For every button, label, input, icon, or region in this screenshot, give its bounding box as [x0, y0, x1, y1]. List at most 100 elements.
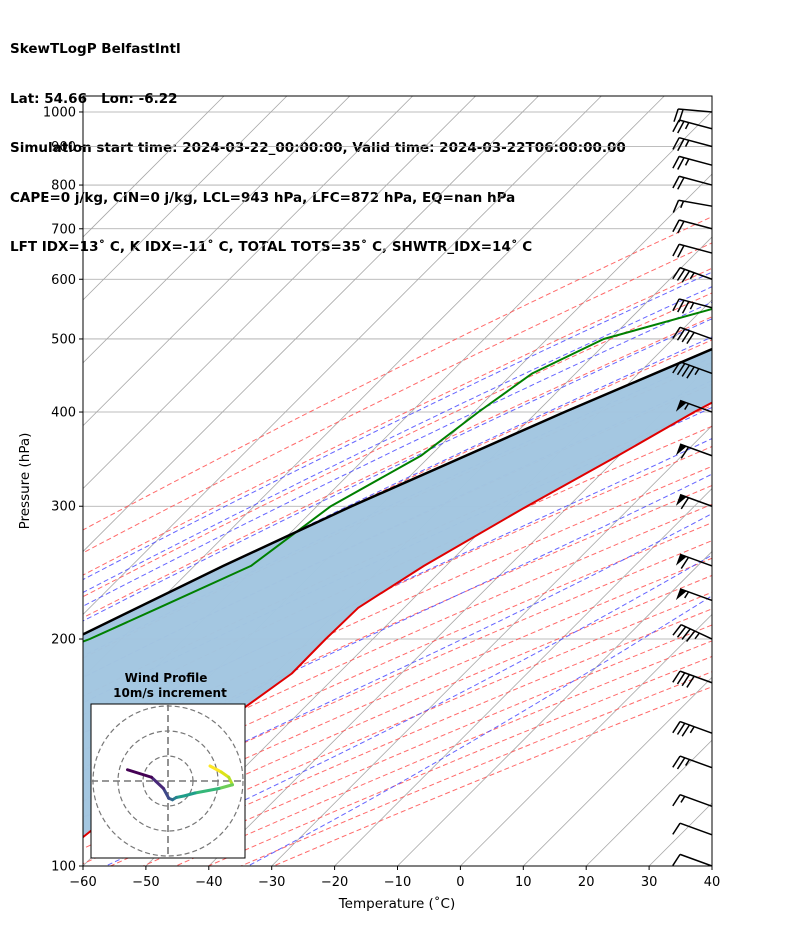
wind-barb [672, 199, 713, 213]
y-tick-label: 200 [51, 633, 76, 648]
barb-full [672, 755, 681, 768]
x-axis: −60 −50 −40 −30 −20 −10 0 10 20 30 40 [69, 866, 720, 890]
x-tick-label: −10 [384, 875, 411, 890]
wind-barb [672, 755, 713, 770]
barb-full [680, 446, 690, 459]
barb-full [672, 298, 680, 312]
isotherm-line [711, 865, 712, 866]
dry-adiabat [83, 445, 712, 734]
barb-full [677, 120, 685, 134]
barb-staff [679, 266, 713, 280]
y-tick-label: 800 [51, 179, 76, 194]
barb-full [677, 299, 685, 313]
wind-barb [672, 219, 713, 234]
hodograph-segment [150, 775, 165, 790]
barb-full [672, 137, 680, 150]
isotherm-line [83, 96, 413, 427]
header-times: Simulation start time: 2024-03-22_00:00:… [10, 140, 626, 156]
barb-full [672, 670, 681, 683]
dry-adiabat [83, 267, 712, 576]
barb-staff [678, 119, 713, 130]
isotherm-line [397, 550, 712, 866]
y-tick-label: 900 [51, 140, 76, 155]
barb-full [672, 119, 680, 133]
barb-full [672, 199, 680, 213]
isotherm-line [83, 96, 225, 238]
isotherm-line [460, 613, 712, 866]
hodograph-segment [126, 768, 153, 779]
barb-full [686, 366, 695, 379]
wind-barb [672, 175, 713, 190]
barb-flag [675, 400, 687, 412]
barb-full [677, 220, 685, 234]
y-tick-label: 100 [51, 860, 76, 875]
barb-full [681, 270, 691, 283]
wind-barb [672, 155, 713, 170]
isotherm-line [83, 96, 351, 364]
hodograph-subtitle: 10m/s increment [113, 686, 227, 700]
shaded-area [83, 349, 712, 838]
barb-full [676, 268, 686, 281]
x-tick-label: −60 [69, 875, 96, 890]
wind-barb [672, 853, 713, 867]
barb-full [686, 675, 695, 688]
barb-staff [679, 399, 713, 413]
isotherm-line [585, 739, 712, 866]
isotherm-line [648, 802, 712, 866]
x-tick-label: 40 [704, 875, 721, 890]
barb-full [676, 363, 686, 376]
barb-full [681, 364, 691, 377]
hodograph-segment [162, 787, 171, 800]
barb-half [684, 591, 690, 599]
barb-half [684, 139, 690, 147]
barb-full [677, 157, 685, 170]
barb-half [694, 632, 700, 640]
y-tick-label: 500 [51, 332, 76, 347]
barb-half [684, 403, 690, 410]
barb-full [672, 219, 680, 233]
barb-full [672, 822, 681, 835]
x-tick-label: −50 [132, 875, 159, 890]
barb-full [672, 326, 681, 339]
hodograph-inset: Wind Profile 10m/s increment [90, 671, 246, 859]
barb-full [676, 328, 686, 341]
barb-staff [678, 298, 713, 309]
barb-half [680, 795, 686, 803]
wind-barb [675, 399, 713, 413]
barb-staff [679, 720, 713, 734]
dry-adiabat [83, 540, 712, 818]
x-tick-label: −40 [195, 875, 222, 890]
wind-barb [672, 326, 713, 345]
barb-full [677, 245, 685, 258]
barb-full [672, 853, 681, 866]
barb-full [672, 243, 680, 257]
barb-half [684, 158, 690, 166]
wind-barbs [672, 108, 713, 867]
barb-full [672, 361, 681, 374]
barb-full [677, 177, 685, 190]
barb-flag [675, 554, 687, 566]
barb-staff [678, 219, 713, 230]
barb-staff [678, 199, 713, 207]
y-tick-label: 600 [51, 273, 76, 288]
isotherm-line [208, 362, 712, 866]
y-tick-label: 300 [51, 500, 76, 515]
wind-barb [672, 136, 713, 152]
hodograph-segment [182, 791, 197, 798]
barb-half [689, 302, 695, 310]
isotherm-line [334, 488, 712, 866]
wind-barb [675, 588, 713, 602]
hodograph-segment [219, 770, 231, 779]
wind-barb [672, 298, 713, 314]
barb-full [672, 267, 681, 280]
barb-full [673, 108, 679, 122]
barb-half [684, 122, 690, 130]
x-tick-label: −20 [321, 875, 348, 890]
wind-barb [672, 243, 713, 258]
wind-barb [672, 822, 713, 836]
barb-full [681, 674, 691, 687]
wind-barb [675, 443, 713, 459]
barb-half [689, 272, 695, 280]
header-indices-2: LFT IDX=13˚ C, K IDX=-11˚ C, TOTAL TOTS=… [10, 239, 533, 255]
barb-full [672, 175, 680, 189]
